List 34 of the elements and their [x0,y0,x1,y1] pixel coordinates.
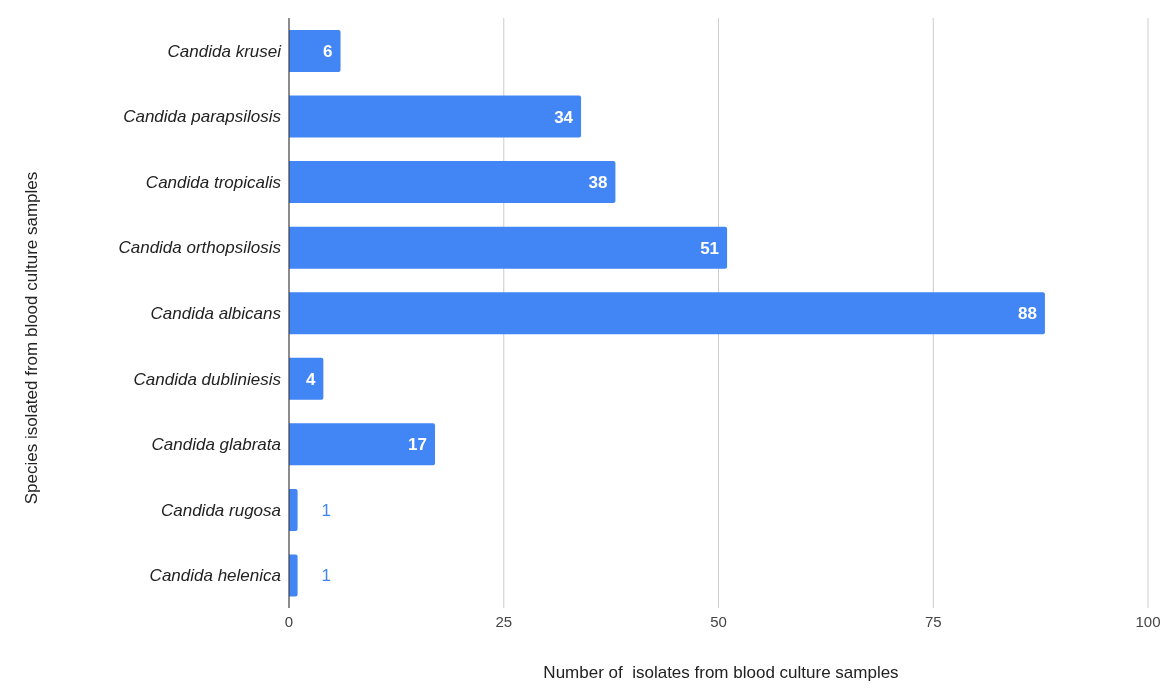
x-tick-label: 0 [284,612,294,630]
y-tick-label: Candida tropicalis [145,172,282,192]
data-label: 88 [1018,304,1037,324]
x-tick-label: 75 [924,612,942,630]
data-label: 1 [321,500,332,520]
bar [289,357,324,400]
bar [289,554,298,597]
bar [289,30,341,72]
data-label: 6 [323,41,333,61]
bar [289,488,298,531]
bar [289,423,436,466]
data-label: 34 [554,107,574,127]
y-tick-label: Candida glabrata [151,435,281,455]
data-label: 4 [305,369,316,389]
bar [289,95,582,138]
data-label: 17 [408,435,428,455]
x-tick-label: 25 [495,612,513,630]
y-tick-label: Candida parapsilosis [123,107,282,127]
y-tick-label: Candida orthopsilosis [118,238,282,258]
y-tick-label: Candida dubliniesis [133,369,282,389]
x-tick-label: 100 [1135,612,1161,630]
x-axis-title: Number of isolates from blood culture samples [542,663,900,683]
y-tick-label: Candida rugosa [160,500,281,520]
data-label: 38 [588,173,608,193]
bar [289,161,616,204]
y-tick-label: Candida helenica [149,566,281,586]
data-label: 51 [700,238,720,258]
y-tick-label: Candida albicans [150,304,282,324]
y-axis-title: Species isolated from blood culture samples [22,170,42,507]
data-label: 1 [321,566,332,586]
bar [289,226,728,269]
bar [289,292,1045,335]
x-tick-label: 50 [710,612,727,630]
y-tick-label: Candida krusei [167,41,283,61]
